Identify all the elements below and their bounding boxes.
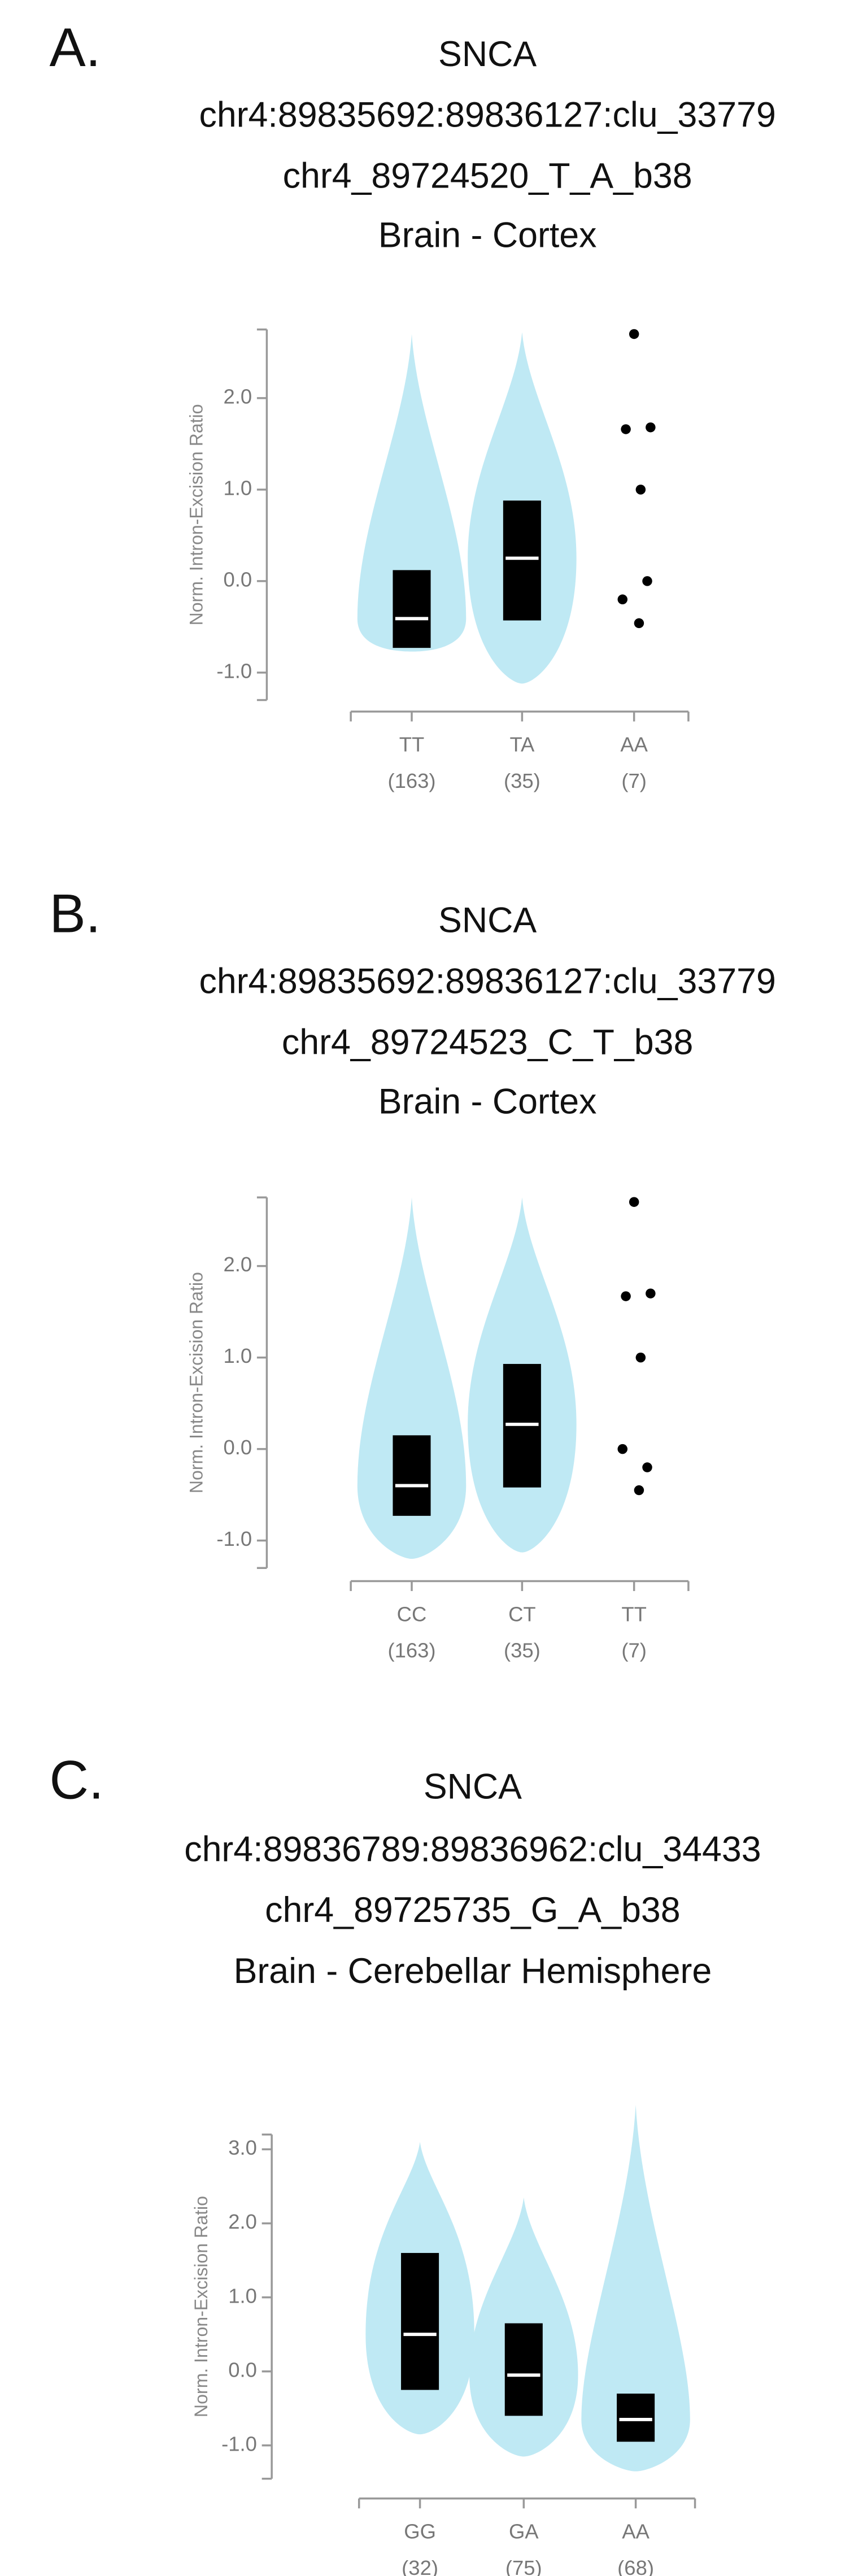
sample-size: (163)	[387, 769, 435, 792]
sample-size: (35)	[504, 769, 541, 792]
violin	[581, 2104, 690, 2472]
chart-subtitle: Brain - Cerebellar Hemisphere	[234, 1951, 712, 1991]
box	[504, 2323, 543, 2416]
x-tick-label: GA	[509, 2520, 539, 2543]
box	[393, 570, 431, 648]
chart-subtitle: chr4_89725735_G_A_b38	[265, 1890, 680, 1930]
y-tick-label: 0.0	[223, 568, 252, 591]
y-tick-label: 0.0	[223, 1436, 252, 1459]
chart-title: SNCA	[424, 1767, 522, 1806]
data-point	[642, 1462, 652, 1472]
data-point	[629, 329, 639, 339]
sample-size: (7)	[621, 1639, 647, 1662]
chart-subtitle: Brain - Cortex	[378, 1082, 597, 1121]
sample-size: (35)	[504, 1639, 541, 1662]
box	[393, 1435, 431, 1516]
chart-subtitle: chr4_89724523_C_T_b38	[282, 1022, 693, 1062]
y-tick-label: 0.0	[228, 2358, 257, 2381]
sample-size: (163)	[387, 1639, 435, 1662]
y-tick-label: 1.0	[223, 1344, 252, 1367]
data-point	[634, 1485, 644, 1496]
x-tick-label: CT	[508, 1602, 536, 1625]
y-tick-label: -1.0	[221, 2432, 257, 2455]
panel-label: C.	[49, 1750, 103, 1810]
y-axis-label: Norm. Intron-Excision Ratio	[191, 2196, 211, 2417]
chart-title: SNCA	[438, 901, 537, 940]
box	[503, 500, 541, 621]
y-tick-label: 2.0	[223, 385, 252, 408]
sample-size: (75)	[505, 2556, 542, 2576]
data-point	[634, 618, 644, 629]
y-tick-label: -1.0	[216, 1527, 252, 1550]
y-tick-label: 3.0	[228, 2136, 257, 2159]
data-point	[621, 1291, 631, 1301]
sample-size: (32)	[402, 2556, 438, 2576]
x-tick-label: GG	[404, 2520, 436, 2543]
y-tick-label: 1.0	[228, 2284, 257, 2307]
sample-size: (68)	[617, 2556, 654, 2576]
chart-subtitle: Brain - Cortex	[378, 216, 597, 255]
x-tick-label: TT	[621, 1602, 647, 1625]
data-point	[629, 1197, 639, 1207]
chart-subtitle: chr4:89835692:89836127:clu_33779	[199, 962, 775, 1001]
data-point	[635, 485, 646, 495]
panel-label: B.	[49, 884, 101, 944]
data-point	[617, 594, 628, 605]
data-point	[621, 424, 631, 434]
y-axis-label: Norm. Intron-Excision Ratio	[186, 404, 206, 625]
chart-subtitle: chr4_89724520_T_A_b38	[283, 156, 692, 196]
data-point	[635, 1352, 646, 1363]
x-tick-label: AA	[620, 733, 648, 756]
chart-subtitle: chr4:89836789:89836962:clu_34433	[184, 1829, 761, 1869]
x-tick-label: TA	[509, 733, 535, 756]
y-axis-label: Norm. Intron-Excision Ratio	[186, 1272, 206, 1493]
x-tick-label: AA	[622, 2520, 650, 2543]
panel-label: A.	[49, 18, 101, 78]
sample-size: (7)	[621, 769, 647, 792]
box	[401, 2253, 439, 2390]
chart-title: SNCA	[438, 34, 537, 74]
y-tick-label: 1.0	[223, 476, 252, 499]
data-point	[642, 576, 652, 586]
violin	[357, 334, 467, 652]
chart-subtitle: chr4:89835692:89836127:clu_33779	[199, 95, 775, 135]
y-tick-label: -1.0	[216, 660, 252, 683]
box	[617, 2394, 655, 2442]
x-tick-label: CC	[397, 1602, 427, 1625]
data-point	[646, 1288, 656, 1298]
y-tick-label: 2.0	[228, 2210, 257, 2233]
violin	[357, 1197, 467, 1559]
data-point	[617, 1444, 628, 1454]
x-tick-label: TT	[399, 733, 425, 756]
data-point	[646, 422, 656, 433]
y-tick-label: 2.0	[223, 1253, 252, 1276]
